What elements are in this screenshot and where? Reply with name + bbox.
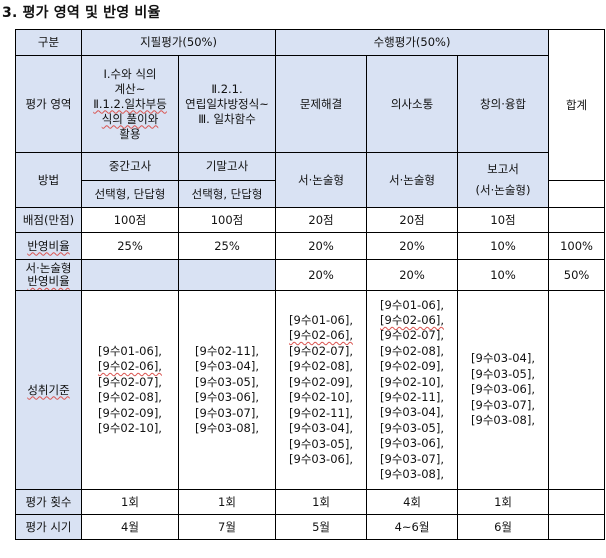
header-written: 지필평가(50%) bbox=[80, 29, 277, 56]
score-row: 배점(만점) 100점 100점 20점 20점 10점 bbox=[15, 207, 606, 233]
essay-ratio-label: 서·논술형 반영비율 bbox=[15, 259, 82, 291]
score-label: 배점(만점) bbox=[15, 207, 82, 233]
method-perf-1: 서·논술형 bbox=[275, 152, 368, 208]
area-written-2: Ⅱ.2.1. 연립일차방정식~ Ⅲ. 일차함수 bbox=[177, 55, 277, 153]
ratio-row: 반영비율 25% 25% 20% 20% 10% 100% bbox=[15, 232, 606, 260]
timing-value: 5월 bbox=[275, 514, 368, 540]
method-label: 방법 bbox=[15, 152, 82, 208]
standards-col-3: [9수01-06], [9수02-06], [9수02-07], [9수02-0… bbox=[275, 290, 368, 490]
count-value: 4회 bbox=[366, 489, 459, 515]
essay-ratio-value: 20% bbox=[366, 259, 459, 291]
ratio-value: 20% bbox=[275, 232, 368, 260]
area-label: 평가 영역 bbox=[15, 55, 82, 153]
method-perf-3: 보고서 (서·논술형) bbox=[457, 152, 550, 208]
score-value: 20점 bbox=[275, 207, 368, 233]
timing-value: 4~6월 bbox=[366, 514, 459, 540]
score-value: 100점 bbox=[177, 207, 277, 233]
method-written-type-2: 선택형, 단답형 bbox=[177, 180, 277, 208]
area-perf-1: 문제해결 bbox=[275, 55, 368, 153]
method-row-bottom: 선택형, 단답형 선택형, 단답형 bbox=[16, 180, 606, 208]
timing-value: 6월 bbox=[457, 514, 550, 540]
ratio-value: 25% bbox=[177, 232, 277, 260]
essay-ratio-row: 서·논술형 반영비율 20% 20% 10% 50% bbox=[15, 259, 606, 291]
ratio-total: 100% bbox=[548, 232, 606, 260]
ratio-label: 반영비율 bbox=[15, 232, 82, 260]
score-value: 100점 bbox=[81, 207, 179, 233]
area-perf-3: 창의·융합 bbox=[457, 55, 550, 153]
count-row: 평가 횟수 1회 1회 1회 4회 1회 bbox=[15, 489, 606, 515]
method-perf-2: 서·논술형 bbox=[366, 152, 459, 208]
method-written-type-1: 선택형, 단답형 bbox=[81, 180, 179, 208]
count-value: 1회 bbox=[457, 489, 550, 515]
essay-ratio-empty bbox=[81, 259, 179, 291]
count-value: 1회 bbox=[81, 489, 179, 515]
method-total-empty bbox=[548, 180, 606, 208]
header-total: 합계 bbox=[548, 29, 606, 181]
ratio-value: 25% bbox=[81, 232, 179, 260]
timing-total-empty bbox=[548, 514, 606, 540]
evaluation-table: 구분 지필평가(50%) 수행평가(50%) 합계 평가 영역 Ⅰ.수와 식의 … bbox=[15, 29, 606, 540]
header-performance: 수행평가(50%) bbox=[275, 29, 550, 56]
area-perf-2: 의사소통 bbox=[366, 55, 459, 153]
standards-col-4: [9수01-06], [9수02-06], [9수02-07], [9수02-0… bbox=[366, 290, 459, 490]
standards-col-2: [9수02-11], [9수03-04], [9수03-05], [9수03-0… bbox=[177, 290, 277, 490]
timing-value: 4월 bbox=[81, 514, 179, 540]
method-midterm: 중간고사 bbox=[81, 152, 179, 181]
standards-row: 성취기준 [9수01-06], [9수02-06], [9수02-07], [9… bbox=[15, 290, 606, 490]
essay-ratio-total: 50% bbox=[548, 259, 606, 291]
header-row: 구분 지필평가(50%) 수행평가(50%) 합계 bbox=[15, 29, 606, 181]
timing-value: 7월 bbox=[177, 514, 277, 540]
timing-row: 평가 시기 4월 7월 5월 4~6월 6월 bbox=[15, 514, 606, 540]
essay-ratio-empty bbox=[177, 259, 277, 291]
count-total-empty bbox=[548, 489, 606, 515]
standards-label: 성취기준 bbox=[15, 290, 82, 490]
area-written-1: Ⅰ.수와 식의 계산~ Ⅱ.1.2.일차부등 식의 풀이와 활용 bbox=[81, 55, 179, 153]
standards-total-empty bbox=[548, 290, 606, 490]
score-total-empty bbox=[548, 207, 606, 233]
section-title: 3. 평가 영역 및 반영 비율 bbox=[2, 5, 161, 21]
essay-ratio-value: 10% bbox=[457, 259, 550, 291]
count-value: 1회 bbox=[177, 489, 277, 515]
ratio-value: 20% bbox=[366, 232, 459, 260]
essay-ratio-value: 20% bbox=[275, 259, 368, 291]
score-value: 20점 bbox=[366, 207, 459, 233]
standards-col-5: [9수03-04], [9수03-05], [9수03-06], [9수03-0… bbox=[457, 290, 550, 490]
method-row-top: 방법 중간고사 기말고사 서·논술형 서·논술형 보고서 (서·논술형) bbox=[15, 152, 605, 208]
standards-col-1: [9수01-06], [9수02-06], [9수02-07], [9수02-0… bbox=[81, 290, 179, 490]
method-final: 기말고사 bbox=[177, 152, 277, 181]
area-row: 평가 영역 Ⅰ.수와 식의 계산~ Ⅱ.1.2.일차부등 식의 풀이와 활용 Ⅱ… bbox=[15, 55, 605, 153]
timing-label: 평가 시기 bbox=[15, 514, 82, 540]
score-value: 10점 bbox=[457, 207, 550, 233]
ratio-value: 10% bbox=[457, 232, 550, 260]
count-value: 1회 bbox=[275, 489, 368, 515]
count-label: 평가 횟수 bbox=[15, 489, 82, 515]
header-division: 구분 bbox=[15, 29, 82, 56]
